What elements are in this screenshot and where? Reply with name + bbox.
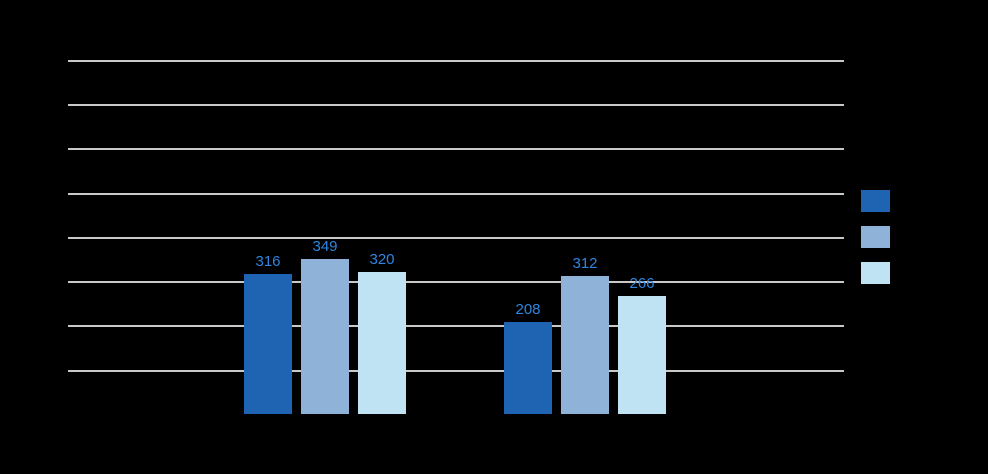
bar bbox=[561, 276, 609, 414]
bar bbox=[301, 259, 349, 414]
bar-value-label: 312 bbox=[572, 255, 598, 272]
bar bbox=[244, 274, 292, 414]
gridline bbox=[68, 237, 844, 239]
gridline bbox=[68, 281, 844, 283]
bar-value-label: 320 bbox=[369, 251, 395, 268]
gridline bbox=[68, 193, 844, 195]
bar-value-label: 208 bbox=[515, 301, 541, 318]
bar-value-label: 266 bbox=[629, 275, 655, 292]
bar-value-label: 349 bbox=[312, 238, 338, 255]
legend-swatch bbox=[861, 226, 890, 248]
gridline bbox=[68, 325, 844, 327]
legend-swatch bbox=[861, 262, 890, 284]
bar bbox=[358, 272, 406, 414]
bar bbox=[618, 296, 666, 414]
legend-swatch bbox=[861, 190, 890, 212]
bar bbox=[504, 322, 552, 414]
gridline bbox=[68, 104, 844, 106]
gridline bbox=[68, 148, 844, 150]
gridline bbox=[68, 370, 844, 372]
gridline bbox=[68, 60, 844, 62]
bar-value-label: 316 bbox=[255, 253, 281, 270]
